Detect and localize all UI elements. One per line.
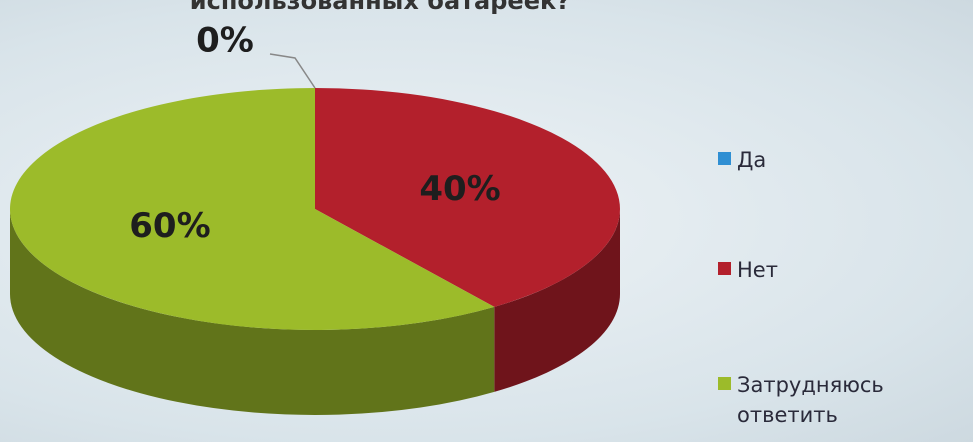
legend-item: Нет (718, 255, 968, 285)
pie-side (494, 209, 620, 392)
pie-side (10, 209, 495, 415)
data-label: 40% (419, 169, 500, 209)
data-label: 0% (196, 21, 254, 61)
pie-slice (9, 88, 495, 331)
legend-label: Нет (737, 258, 778, 282)
legend-item: Затрудняюсь ответить (718, 370, 968, 430)
legend-swatch (718, 262, 731, 275)
legend-item: Да (718, 145, 968, 175)
pie-slice (315, 88, 620, 307)
legend-label: Затрудняюсь ответить (737, 373, 884, 427)
legend-swatch (718, 152, 731, 165)
chart-title: использованных батареек? (190, 0, 570, 15)
leader-line (269, 53, 316, 89)
data-label: 60% (129, 206, 210, 246)
legend-swatch (718, 377, 731, 390)
legend-label: Да (737, 148, 767, 172)
